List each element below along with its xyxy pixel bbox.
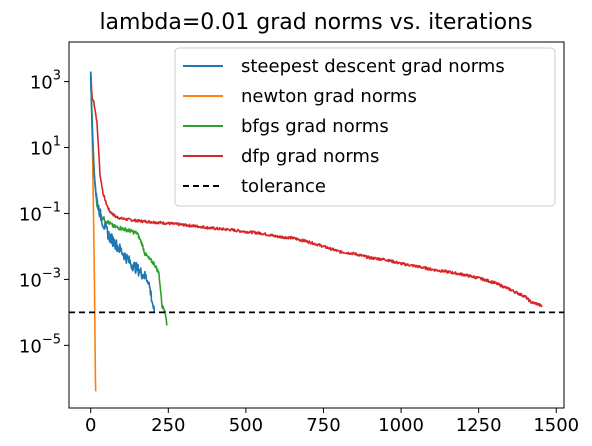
series-line-dfp-grad-norms [89,71,543,308]
y-tick-label: 10−1 [19,200,61,225]
legend-label: dfp grad norms [241,146,379,167]
plot-frame [68,41,565,409]
x-tick-label: 1250 [456,415,502,436]
series-line-steepest-descent-grad-norms [89,71,156,313]
legend: steepest descent grad norms newton grad n… [174,47,556,207]
x-tick-label: 0 [85,415,96,436]
legend-label: bfgs grad norms [241,116,389,137]
x-tick-label: 1000 [378,415,424,436]
chart-title: lambda=0.01 grad norms vs. iterations [99,10,532,35]
plot-layer [69,71,564,392]
y-tick-label: 10−5 [19,332,61,357]
y-tick-label: 101 [30,135,61,160]
x-tick-label: 500 [229,415,263,436]
x-tick-label: 1500 [533,415,579,436]
x-tick-label: 750 [306,415,340,436]
legend-label: newton grad norms [241,86,417,107]
y-tick-label: 10−3 [19,266,61,291]
legend-box [174,47,556,207]
legend-label: tolerance [241,176,326,197]
series-line-bfgs-grad-norms [89,75,168,326]
x-tick-label: 250 [151,415,185,436]
y-tick-label: 103 [30,69,61,94]
legend-label: steepest descent grad norms [241,56,505,77]
axis-layer: 0 250 500 750 1000 1250 1500 103 101 10−1 10−3 10−5 [19,69,579,436]
